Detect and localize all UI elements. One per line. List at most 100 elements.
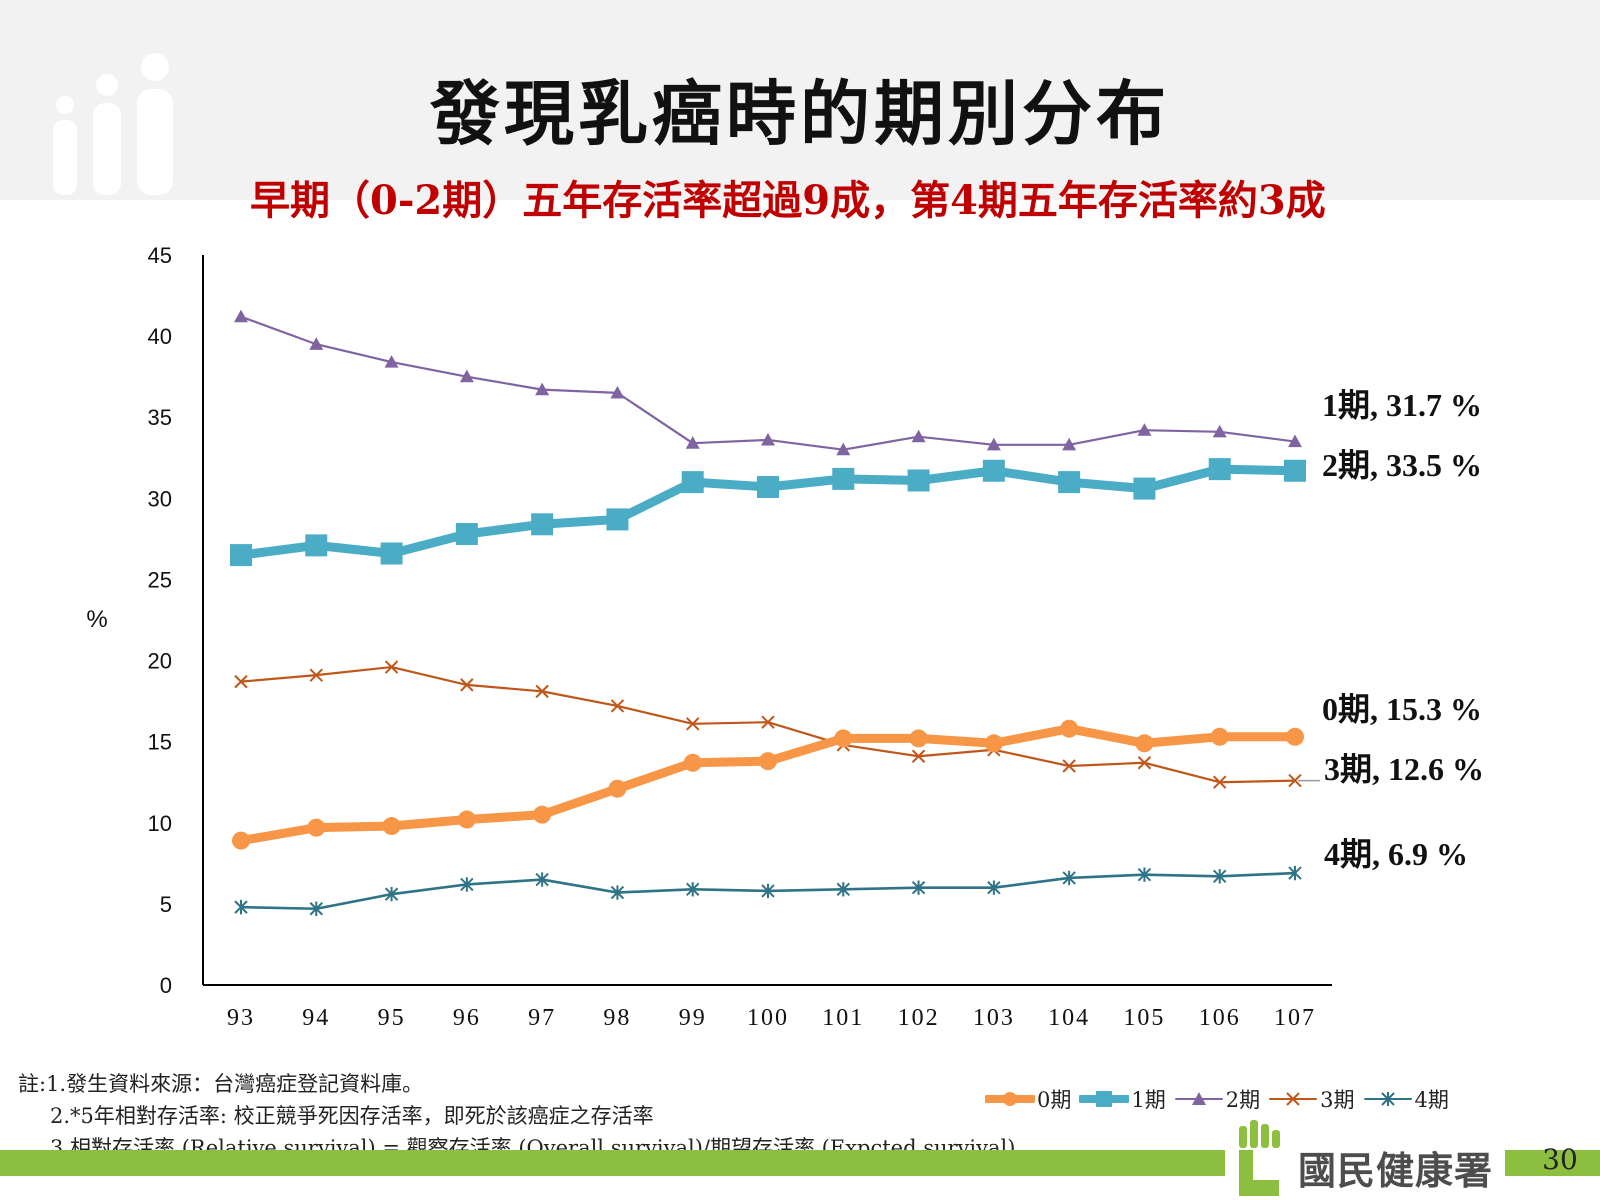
data-point-0期 (232, 831, 250, 850)
x-tick-label: 105 (1123, 1005, 1165, 1031)
data-point-3期 (610, 699, 625, 713)
data-point-2期 (234, 309, 248, 323)
x-tick-label: 93 (227, 1005, 255, 1031)
data-point-1期 (982, 459, 1005, 482)
page-title: 發現乳癌時的期別分布 (430, 72, 1170, 155)
data-point-1期 (1133, 477, 1156, 500)
legend-item: 2期 (1174, 1084, 1260, 1114)
data-point-1期 (1058, 471, 1081, 494)
legend-item: 4期 (1363, 1084, 1449, 1114)
data-point-2期 (911, 429, 926, 443)
legend-swatch-icon (1174, 1092, 1223, 1105)
data-point-3期 (1062, 759, 1076, 773)
data-point-0期 (984, 734, 1003, 753)
chart-legend: 0期 1期 2期 3期 4期 (985, 1082, 1515, 1116)
x-tick-label: 99 (679, 1005, 707, 1031)
legend-swatch-icon (1079, 1091, 1130, 1107)
data-point-0期 (307, 818, 326, 837)
legend-swatch-icon (1269, 1092, 1318, 1106)
data-point-4期 (911, 880, 926, 895)
y-tick-label: 30 (148, 486, 172, 511)
data-point-1期 (380, 542, 403, 565)
page-number: 30 (1542, 1143, 1578, 1176)
data-point-3期 (460, 678, 474, 692)
y-tick-label: 45 (148, 243, 172, 268)
x-tick-label: 104 (1048, 1005, 1090, 1031)
data-point-1期 (230, 544, 252, 567)
x-tick-label: 107 (1274, 1005, 1316, 1031)
data-point-1期 (531, 513, 554, 536)
series-line-2期 (239, 315, 1297, 451)
data-point-1期 (305, 534, 328, 557)
data-point-4期 (384, 886, 399, 902)
data-point-3期 (309, 668, 323, 682)
footnote-1: 註:1.發生資料來源：台灣癌症登記資料庫。 (18, 1072, 424, 1096)
data-point-0期 (1210, 727, 1229, 746)
data-point-4期 (309, 901, 323, 916)
x-tick-label: 97 (528, 1005, 556, 1031)
data-point-3期 (686, 717, 700, 731)
data-point-4期 (836, 882, 850, 897)
data-point-2期 (1062, 437, 1077, 451)
x-tick-label: 94 (302, 1005, 330, 1031)
data-point-1期 (1284, 459, 1306, 482)
data-point-3期 (1213, 775, 1227, 789)
agency-logo-icon (1239, 1120, 1280, 1196)
data-point-2期 (836, 442, 851, 456)
data-point-0期 (909, 729, 928, 748)
x-tick-label: 106 (1199, 1005, 1241, 1031)
legend-item: 0期 (985, 1084, 1071, 1114)
agency-logo (1225, 1118, 1505, 1200)
data-point-2期 (1288, 434, 1302, 448)
x-tick-label: 101 (822, 1005, 864, 1031)
data-point-3期 (761, 715, 775, 729)
data-point-2期 (535, 382, 550, 396)
data-point-2期 (986, 437, 1001, 451)
x-tick-label: 103 (973, 1005, 1015, 1031)
y-axis-label: % (86, 606, 107, 633)
data-point-1期 (907, 469, 930, 492)
x-tick-label: 102 (898, 1005, 940, 1031)
legend-swatch-icon (985, 1092, 1035, 1106)
data-point-3期 (234, 674, 248, 689)
data-point-3期 (535, 684, 549, 699)
data-point-0期 (1286, 727, 1304, 746)
legend-label: 4期 (1414, 1088, 1449, 1112)
data-point-2期 (384, 355, 399, 368)
data-point-0期 (608, 779, 627, 798)
data-point-4期 (1137, 867, 1152, 882)
data-point-0期 (1135, 734, 1154, 753)
legend-label: 2期 (1225, 1088, 1261, 1112)
y-tick-label: 35 (148, 405, 172, 430)
y-tick-label: 15 (148, 730, 172, 755)
x-tick-label: 95 (378, 1005, 406, 1031)
footnote-2: 2.*5年相對存活率: 校正競爭死因存活率，即死於該癌症之存活率 (50, 1104, 654, 1128)
series-end-label: 2期, 33.5 % (1322, 447, 1482, 483)
header-band (0, 0, 1600, 200)
data-point-1期 (606, 508, 629, 531)
data-point-3期 (911, 749, 926, 763)
series-end-label: 3期, 12.6 % (1324, 751, 1484, 787)
data-point-0期 (457, 810, 476, 829)
data-point-4期 (1213, 869, 1227, 884)
y-tick-label: 5 (160, 892, 172, 917)
legend-label: 0期 (1037, 1088, 1072, 1112)
data-point-2期 (1212, 424, 1227, 438)
data-point-4期 (1062, 870, 1076, 886)
legend-item: 3期 (1268, 1084, 1355, 1114)
x-tick-label: 96 (453, 1005, 481, 1031)
line-chart: 0 5 10 15 20 25 30 35 40 45% 93 94 95 96 97 98 99 100 101 1… (86, 243, 1484, 1031)
y-tick-label: 0 (160, 973, 172, 998)
legend-swatch-icon (1363, 1092, 1412, 1106)
data-point-4期 (686, 882, 700, 897)
data-point-0期 (382, 817, 401, 836)
agency-name: 國民健康署 (1298, 1149, 1494, 1193)
legend-label: 1期 (1131, 1088, 1166, 1112)
data-point-4期 (610, 885, 625, 900)
data-point-0期 (533, 805, 552, 824)
page-subtitle: 早期（0-2期）五年存活率超過9成，第4期五年存活率約3成 (250, 177, 1326, 224)
data-point-2期 (309, 337, 324, 350)
y-tick-label: 40 (148, 324, 172, 349)
series-end-label: 1期, 31.7 % (1322, 387, 1482, 423)
data-point-0期 (1060, 719, 1079, 738)
